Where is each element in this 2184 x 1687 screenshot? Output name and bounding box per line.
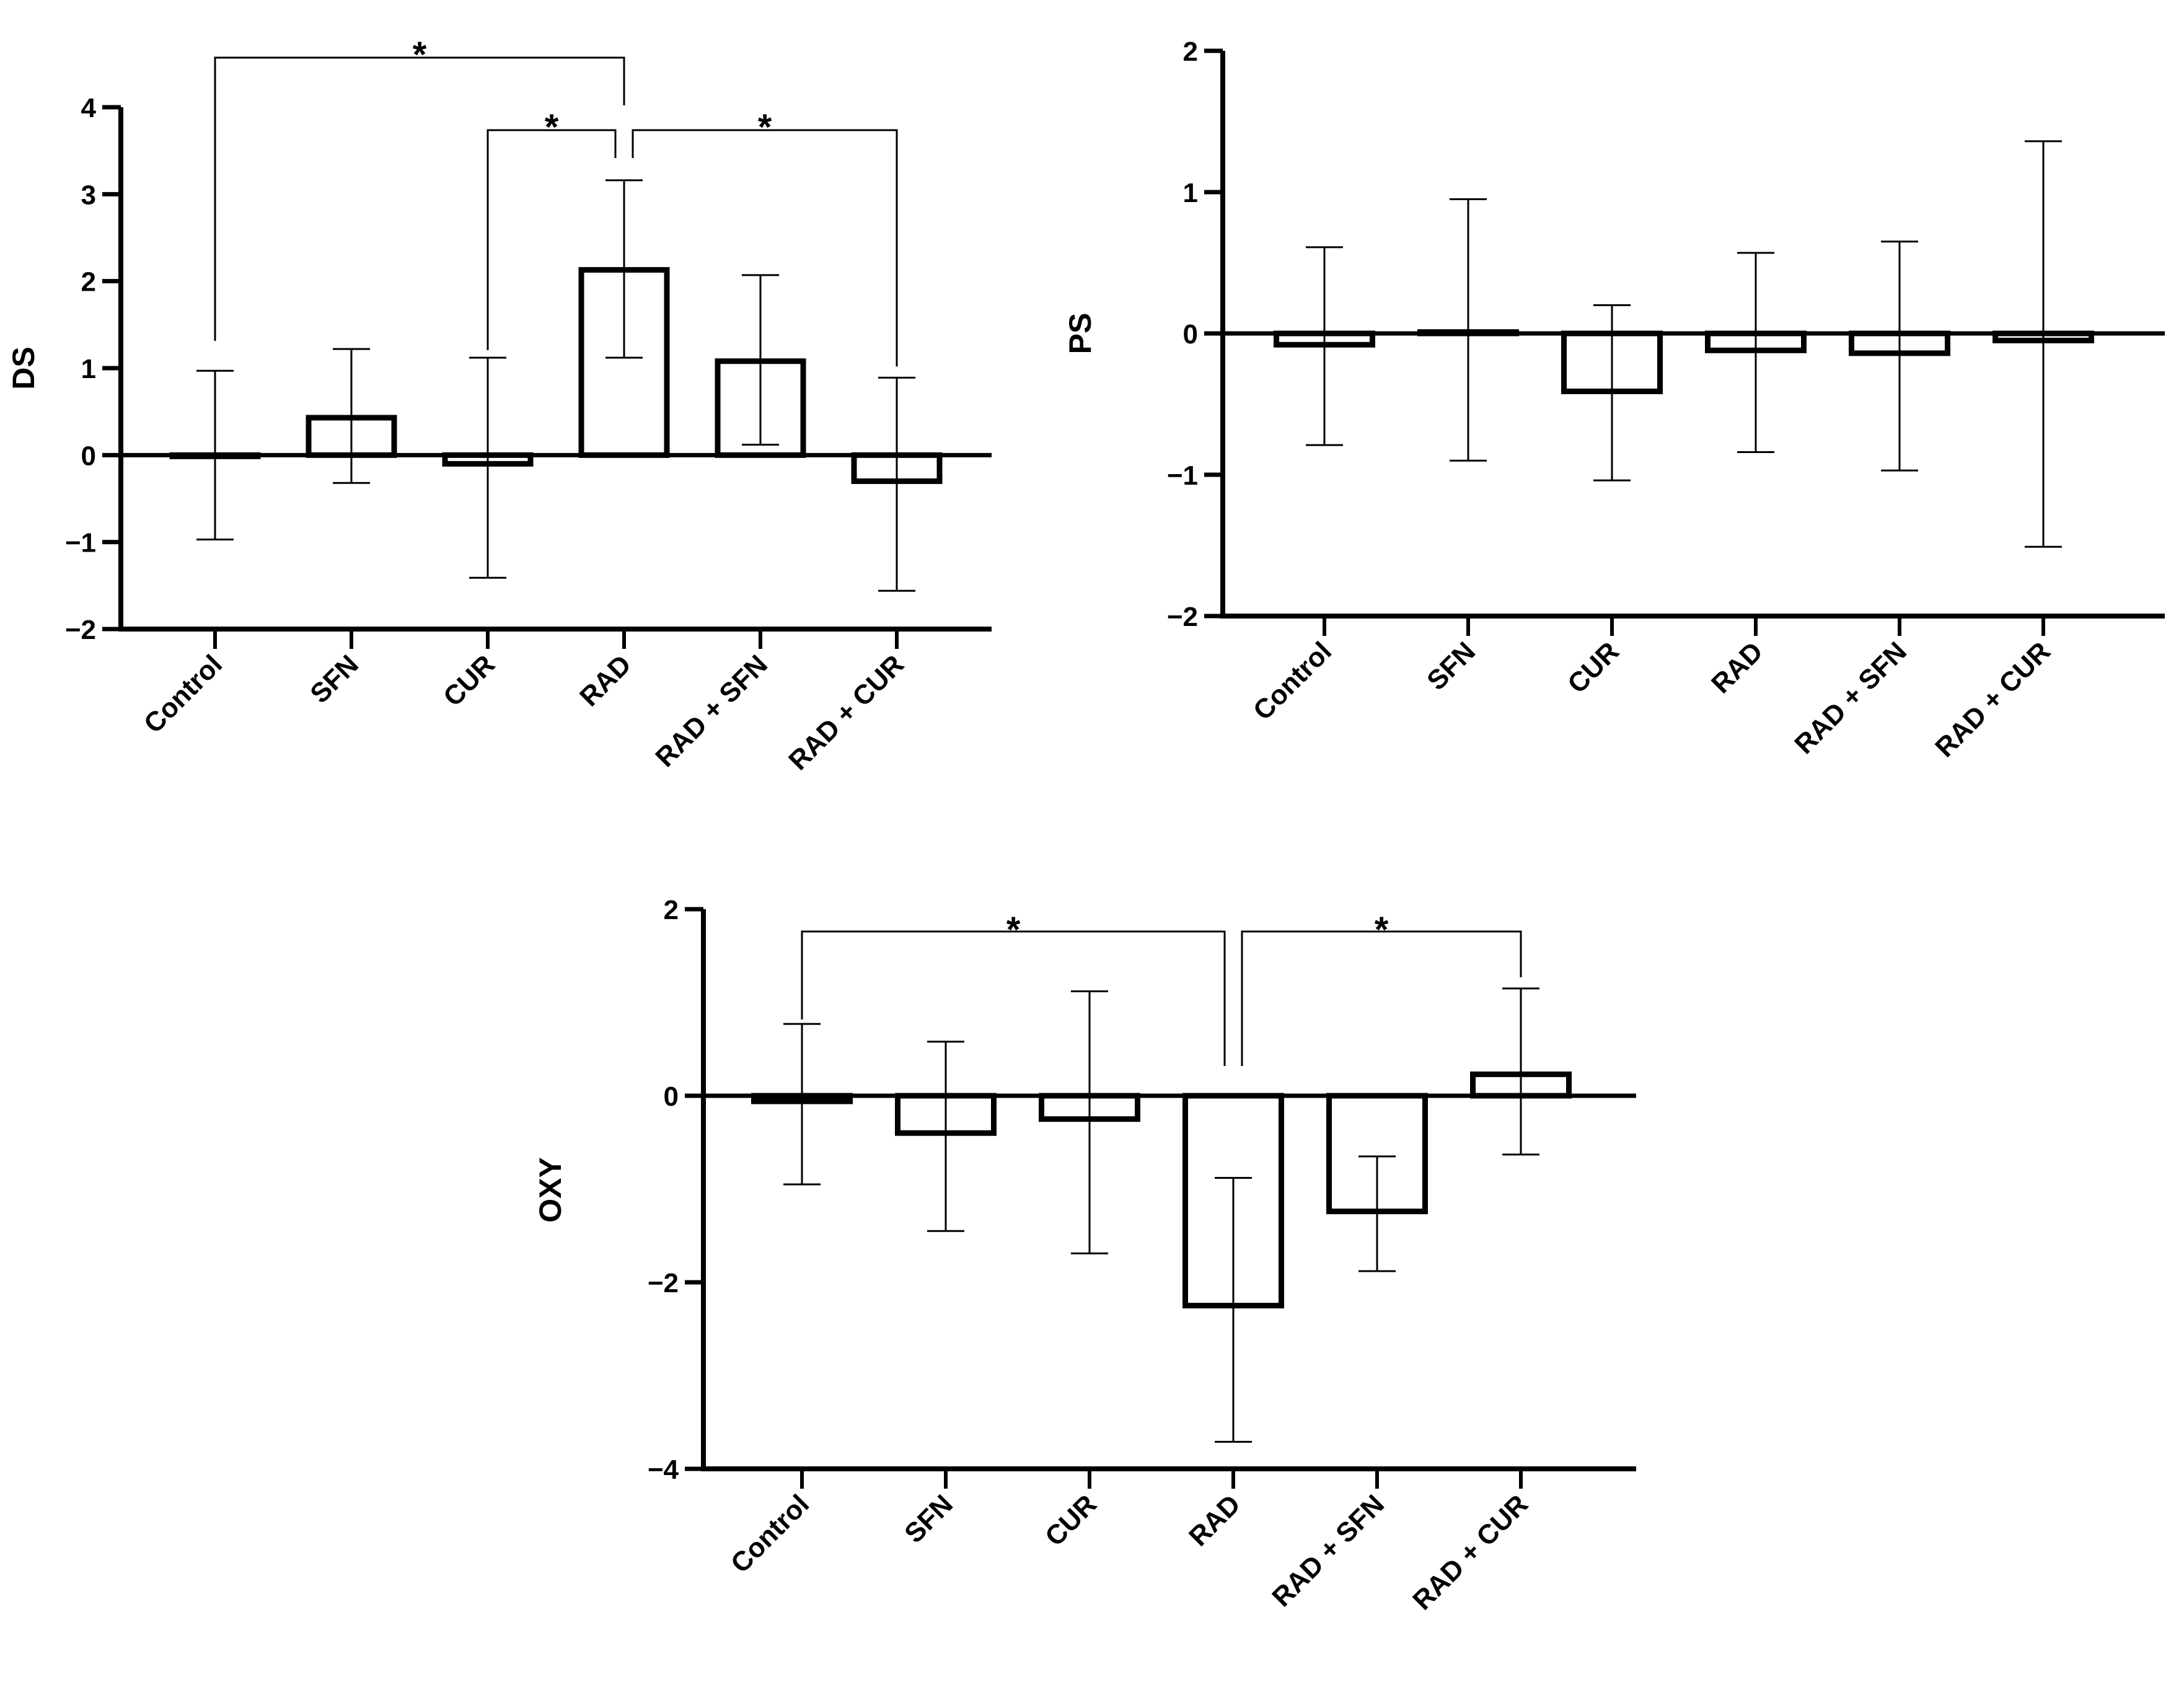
x-tick-label-1: SFN	[1421, 636, 1481, 696]
y-tick-label-3: 1	[81, 354, 96, 384]
x-tick-label-4: RAD + SFN	[649, 649, 773, 773]
y-axis-label: OXY	[533, 1157, 568, 1223]
y-tick-label-2: 2	[81, 267, 96, 297]
significance-star-2: *	[758, 107, 772, 148]
y-tick-label-1: 0	[664, 1081, 679, 1112]
x-tick-label-4: RAD + SFN	[1789, 636, 1913, 760]
x-tick-label-2: CUR	[1039, 1489, 1103, 1552]
significance-bracket-0	[214, 56, 625, 341]
x-tick-label-1: SFN	[304, 649, 364, 709]
y-tick-label-6: −2	[65, 615, 96, 645]
y-tick-label-0: 4	[81, 93, 97, 123]
x-tick-label-2: CUR	[438, 649, 501, 712]
significance-bracket-0	[801, 930, 1226, 1066]
x-tick-label-3: RAD	[1183, 1489, 1246, 1552]
x-tick-label-5: RAD + CUR	[783, 649, 910, 776]
panel-ps: 2 1 0 −1 −2 Control SFN CUR RAD RAD + SFN RAD + CU…	[1063, 37, 2165, 763]
x-tick-label-0: Control	[725, 1489, 815, 1579]
x-tick-label-1: SFN	[899, 1489, 959, 1549]
panel-ds: 4 3 2 1 0 −1 −2 Control SFN CUR RAD RAD + SFN RAD + …	[6, 35, 992, 776]
y-axis-label: PS	[1063, 313, 1098, 355]
y-tick-label-0: 2	[1183, 37, 1198, 67]
y-tick-label-4: −2	[1167, 602, 1198, 632]
significance-bracket-1	[1241, 930, 1522, 1066]
y-tick-label-1: 1	[1183, 178, 1198, 208]
y-tick-label-0: 2	[664, 895, 679, 925]
y-tick-label-2: −2	[648, 1268, 679, 1298]
panel-oxy: 2 0 −2 −4 Control SFN CUR RAD RAD + SFN RAD + CUR…	[533, 895, 1636, 1616]
y-axis-label: DS	[6, 346, 41, 389]
significance-star-1: *	[545, 107, 559, 148]
y-tick-label-4: 0	[81, 441, 96, 471]
x-tick-label-3: RAD	[1706, 636, 1769, 699]
x-tick-label-2: CUR	[1562, 636, 1625, 699]
significance-star-0: *	[413, 35, 427, 75]
y-tick-label-3: −4	[648, 1455, 679, 1485]
significance-star-0: *	[1006, 910, 1021, 950]
x-tick-label-5: RAD + CUR	[1407, 1489, 1534, 1616]
x-tick-label-0: Control	[138, 649, 228, 739]
x-tick-label-4: RAD + SFN	[1266, 1489, 1390, 1613]
x-tick-label-0: Control	[1248, 636, 1337, 726]
significance-bracket-1	[487, 129, 617, 350]
x-tick-label-3: RAD	[574, 649, 637, 712]
y-tick-label-1: 3	[81, 180, 96, 210]
x-tick-label-5: RAD + CUR	[1929, 636, 2056, 763]
significance-star-1: *	[1375, 910, 1389, 950]
significance-bracket-2	[632, 129, 898, 367]
y-tick-label-2: 0	[1183, 319, 1198, 350]
y-tick-label-5: −1	[65, 528, 96, 558]
y-tick-label-3: −1	[1167, 460, 1198, 491]
